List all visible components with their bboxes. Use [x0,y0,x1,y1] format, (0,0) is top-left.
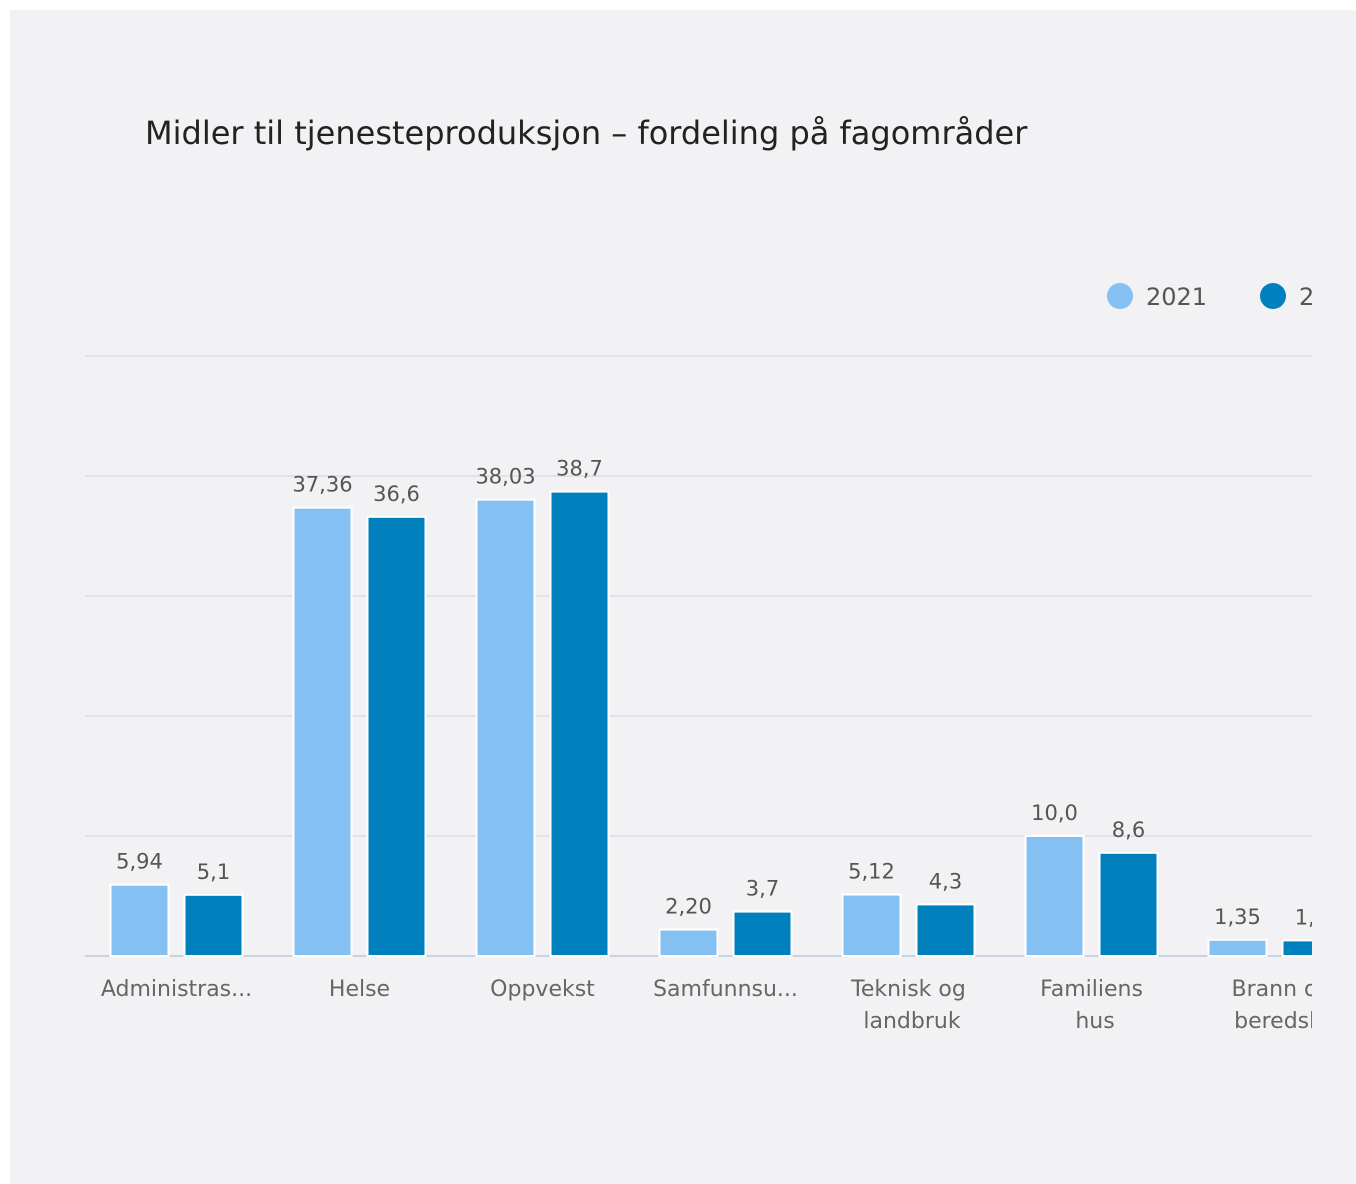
x-tick-label: Administras... [101,977,252,1002]
value-label: 38,03 [475,465,535,489]
value-label: 1,35 [1214,905,1261,929]
bar [732,910,793,957]
chart-title: Midler til tjenesteproduksjon – fordelin… [145,114,1028,152]
legend-label: 2 [1299,283,1314,311]
bar [109,883,170,957]
x-tick-label: Helse [329,977,390,1002]
value-label: 8,6 [1112,818,1145,842]
value-label: 38,7 [556,457,603,481]
legend-label: 2021 [1146,283,1207,311]
bar [183,893,244,957]
value-label: 37,36 [292,473,352,497]
value-label: 2,20 [665,895,712,919]
bar [915,903,976,958]
value-label: 5,1 [197,860,230,884]
bar [1024,835,1085,957]
bar [1281,939,1312,958]
bar [292,506,353,957]
x-tick-label: Oppvekst [490,977,595,1002]
legend-marker [1260,283,1286,309]
x-tick-label: Teknisk og landbruk [850,977,966,1034]
x-tick-label: Brann o beredsk [1227,977,1322,1034]
value-label: 4,3 [929,869,962,893]
value-label: 36,6 [373,482,420,506]
x-tick-label: Samfunnsu... [653,977,798,1002]
bar [1098,851,1159,957]
value-label: 3,7 [746,877,779,901]
bar [1207,938,1268,957]
legend-marker [1107,283,1133,309]
value-label: 5,94 [116,850,163,874]
value-label: 1,3 [1295,905,1328,929]
bar [658,928,719,957]
value-label: 5,12 [848,860,895,884]
value-label: 10,0 [1031,801,1078,825]
x-tick-label: Familiens hus [1040,977,1143,1034]
bar [549,490,610,957]
bar [841,893,902,957]
bar [366,515,427,957]
bar [475,498,536,957]
